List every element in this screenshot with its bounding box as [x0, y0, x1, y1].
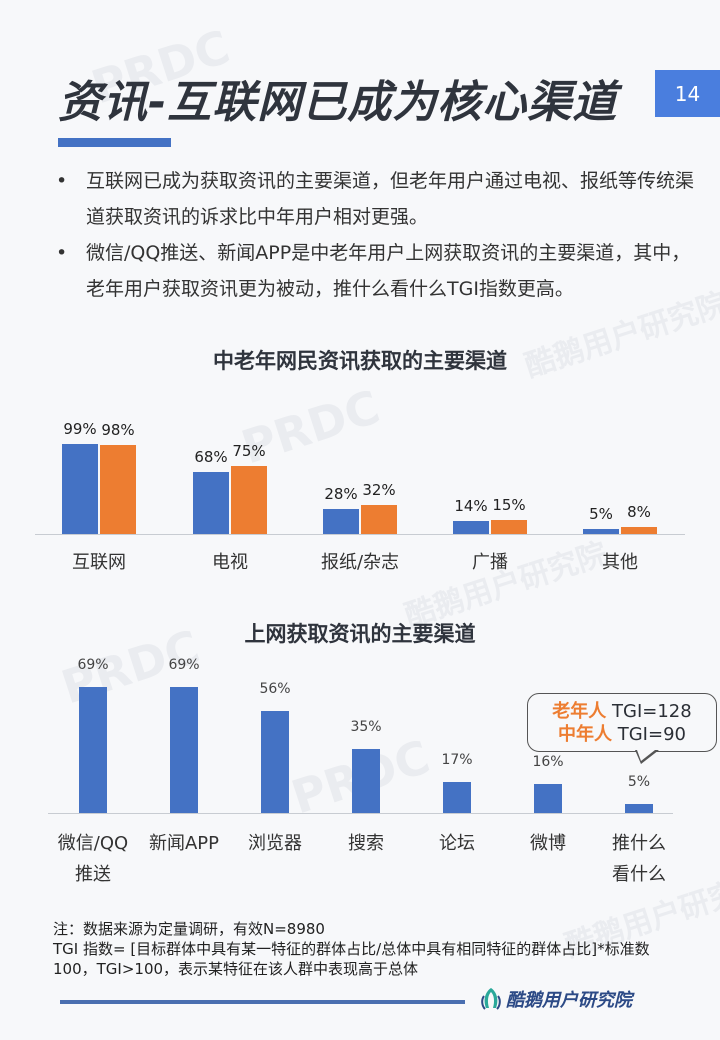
chart2-category-label: 微博: [530, 833, 566, 854]
chart1-value-label: 32%: [362, 480, 396, 499]
chart1-bar: [453, 521, 489, 534]
chart1-value-label: 28%: [324, 484, 358, 503]
footnote-source: 注：数据来源为定量调研，有效N=8980: [53, 920, 325, 938]
page-title: 资讯-互联网已成为核心渠道: [58, 77, 618, 128]
chart2-value-label: 5%: [627, 773, 651, 790]
chart2-value-label: 16%: [532, 753, 564, 770]
chart2-value-label: 69%: [77, 656, 109, 673]
chart2-category-label: 推什么 看什么: [612, 833, 666, 885]
chart2-category-label: 浏览器: [248, 833, 302, 854]
bullet-text: 微信/QQ推送、新闻APP是中老年用户上网获取资讯的主要渠道，其中，老年用户获取…: [86, 242, 691, 300]
summary-bullets: • 互联网已成为获取资讯的主要渠道，但老年用户通过电视、报纸等传统渠道获取资讯的…: [56, 163, 696, 307]
tgi-line-elderly: 老年人 TGI=128: [528, 700, 716, 723]
tgi-label-elderly: 老年人: [552, 701, 607, 722]
chart1-bar: [323, 508, 359, 534]
chart2-bar: [352, 748, 380, 813]
chart2-bar: [170, 686, 198, 813]
chart2-bar: [261, 710, 289, 813]
chart1-category-label: 报纸/杂志: [320, 552, 400, 573]
footnotes: 注：数据来源为定量调研，有效N=8980 TGI 指数= [目标群体中具有某一特…: [53, 919, 663, 979]
chart2-bar: [443, 781, 471, 813]
chart1-bar: [231, 465, 267, 534]
chart1-value-label: 98%: [101, 420, 135, 439]
chart1-bar: [621, 526, 657, 534]
tgi-line-middle-aged: 中年人 TGI=90: [528, 723, 716, 746]
penguin-logo-icon: [481, 988, 501, 1010]
chart2-bar: [534, 783, 562, 813]
bullet-text: 互联网已成为获取资讯的主要渠道，但老年用户通过电视、报纸等传统渠道获取资讯的诉求…: [86, 170, 695, 228]
chart2-title: 上网获取资讯的主要渠道: [244, 622, 476, 646]
chart2-value-label: 69%: [168, 656, 200, 673]
chart1-bar: [361, 504, 397, 534]
footer-logo: 酷鹅用户研究院: [480, 986, 632, 1012]
chart2-baseline: [48, 813, 673, 814]
chart2-category-label: 新闻APP: [148, 833, 220, 854]
chart1-bar: [491, 520, 527, 534]
chart1-category-label: 其他: [602, 552, 638, 573]
tgi-callout: 老年人 TGI=128 中年人 TGI=90: [527, 693, 717, 752]
chart2-value-label: 17%: [441, 751, 473, 768]
chart1-bar: [193, 472, 229, 534]
chart1-value-label: 75%: [232, 441, 266, 460]
footer-divider: [60, 1000, 465, 1004]
callout-tail-fill: [637, 750, 655, 761]
watermark: PRDC: [235, 379, 386, 475]
chart2-bar: [625, 803, 653, 813]
chart1-title: 中老年网民资讯获取的主要渠道: [213, 349, 507, 373]
bullet-item: • 微信/QQ推送、新闻APP是中老年用户上网获取资讯的主要渠道，其中，老年用户…: [56, 235, 696, 307]
chart1-baseline: [35, 534, 685, 535]
chart1-category-label: 电视: [212, 552, 248, 573]
chart1-category-label: 互联网: [72, 552, 126, 573]
footnote-tgi: TGI 指数= [目标群体中具有某一特征的群体占比/总体中具有相同特征的群体占比…: [53, 940, 650, 978]
chart2-category-label: 微信/QQ 推送: [57, 833, 129, 885]
chart2-bar: [79, 686, 107, 813]
chart1-category-label: 广播: [472, 552, 508, 573]
chart2-category-label: 搜索: [348, 833, 384, 854]
chart2-value-label: 56%: [259, 680, 291, 697]
chart1-bar: [100, 444, 136, 534]
bullet-marker: •: [56, 242, 68, 264]
chart1-bar: [583, 529, 619, 534]
bullet-marker: •: [56, 170, 68, 192]
chart1-value-label: 8%: [627, 502, 651, 521]
chart1-value-label: 14%: [454, 497, 488, 516]
footer-brand: 酷鹅用户研究院: [506, 990, 632, 1011]
chart2-value-label: 35%: [350, 718, 382, 735]
tgi-label-middle-aged: 中年人: [558, 724, 613, 745]
page-number-badge: 14: [655, 70, 720, 117]
title-underline: [58, 138, 171, 147]
chart1-value-label: 15%: [492, 496, 526, 515]
tgi-value-elderly: TGI=128: [606, 701, 692, 722]
chart1-value-label: 68%: [194, 448, 228, 467]
bullet-item: • 互联网已成为获取资讯的主要渠道，但老年用户通过电视、报纸等传统渠道获取资讯的…: [56, 163, 696, 235]
tgi-value-middle-aged: TGI=90: [612, 724, 686, 745]
chart2-category-label: 论坛: [439, 833, 475, 854]
chart1-value-label: 99%: [63, 419, 97, 438]
chart1-value-label: 5%: [589, 505, 613, 524]
chart1-bar: [62, 443, 98, 534]
